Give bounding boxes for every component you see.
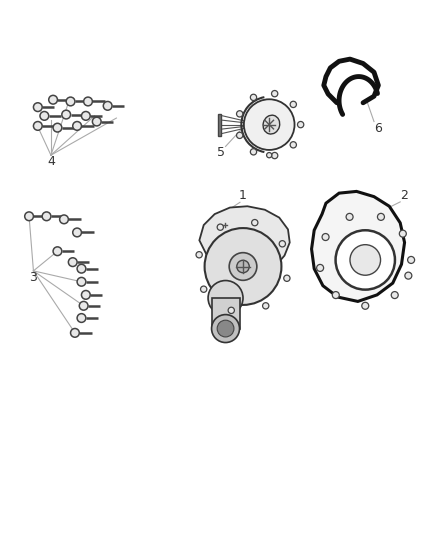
Circle shape: [81, 290, 90, 299]
Circle shape: [212, 314, 240, 343]
Circle shape: [237, 260, 249, 273]
Circle shape: [284, 275, 290, 281]
Circle shape: [92, 117, 101, 126]
Circle shape: [77, 264, 86, 273]
Circle shape: [60, 215, 68, 224]
Circle shape: [68, 258, 77, 266]
Circle shape: [251, 220, 258, 226]
Circle shape: [272, 152, 278, 159]
Circle shape: [228, 307, 234, 313]
Circle shape: [346, 213, 353, 220]
Circle shape: [350, 245, 381, 275]
Circle shape: [73, 122, 81, 130]
Circle shape: [201, 286, 207, 292]
Circle shape: [251, 94, 257, 101]
Circle shape: [262, 303, 269, 309]
Circle shape: [391, 292, 398, 298]
Circle shape: [290, 142, 297, 148]
Circle shape: [317, 264, 324, 271]
Circle shape: [336, 230, 395, 289]
Circle shape: [53, 247, 62, 256]
Circle shape: [77, 277, 86, 286]
Circle shape: [290, 101, 297, 108]
Circle shape: [297, 122, 304, 128]
Circle shape: [71, 328, 79, 337]
Circle shape: [217, 224, 223, 230]
Circle shape: [81, 111, 90, 120]
Circle shape: [322, 233, 329, 240]
Text: 1: 1: [239, 189, 247, 202]
Circle shape: [272, 91, 278, 97]
Text: 6: 6: [374, 123, 382, 135]
Circle shape: [251, 149, 257, 155]
Circle shape: [77, 313, 86, 322]
Circle shape: [42, 212, 51, 221]
Bar: [218, 114, 221, 135]
Circle shape: [196, 252, 202, 258]
Circle shape: [208, 280, 243, 316]
Circle shape: [279, 241, 286, 247]
Circle shape: [49, 95, 57, 104]
Circle shape: [53, 123, 62, 132]
Text: 3: 3: [29, 271, 37, 284]
Circle shape: [205, 228, 282, 305]
Text: 5: 5: [217, 147, 225, 159]
Circle shape: [267, 152, 272, 158]
Circle shape: [84, 97, 92, 106]
Circle shape: [25, 212, 33, 221]
Bar: [212, 298, 240, 328]
Circle shape: [79, 302, 88, 310]
Circle shape: [73, 228, 81, 237]
Polygon shape: [311, 191, 405, 302]
Circle shape: [33, 122, 42, 130]
Circle shape: [408, 256, 415, 263]
Circle shape: [244, 99, 294, 150]
Text: 2: 2: [400, 189, 408, 202]
Circle shape: [217, 320, 234, 337]
Ellipse shape: [263, 115, 280, 134]
Circle shape: [378, 213, 385, 220]
Circle shape: [62, 110, 71, 119]
Polygon shape: [199, 206, 290, 295]
Text: 4: 4: [47, 155, 55, 168]
Circle shape: [362, 302, 369, 309]
Circle shape: [229, 253, 257, 280]
Circle shape: [399, 230, 406, 237]
Circle shape: [405, 272, 412, 279]
Circle shape: [33, 103, 42, 111]
Circle shape: [66, 97, 75, 106]
Circle shape: [237, 132, 243, 139]
Circle shape: [332, 292, 339, 298]
Circle shape: [40, 111, 49, 120]
Circle shape: [103, 101, 112, 110]
Circle shape: [237, 111, 243, 117]
